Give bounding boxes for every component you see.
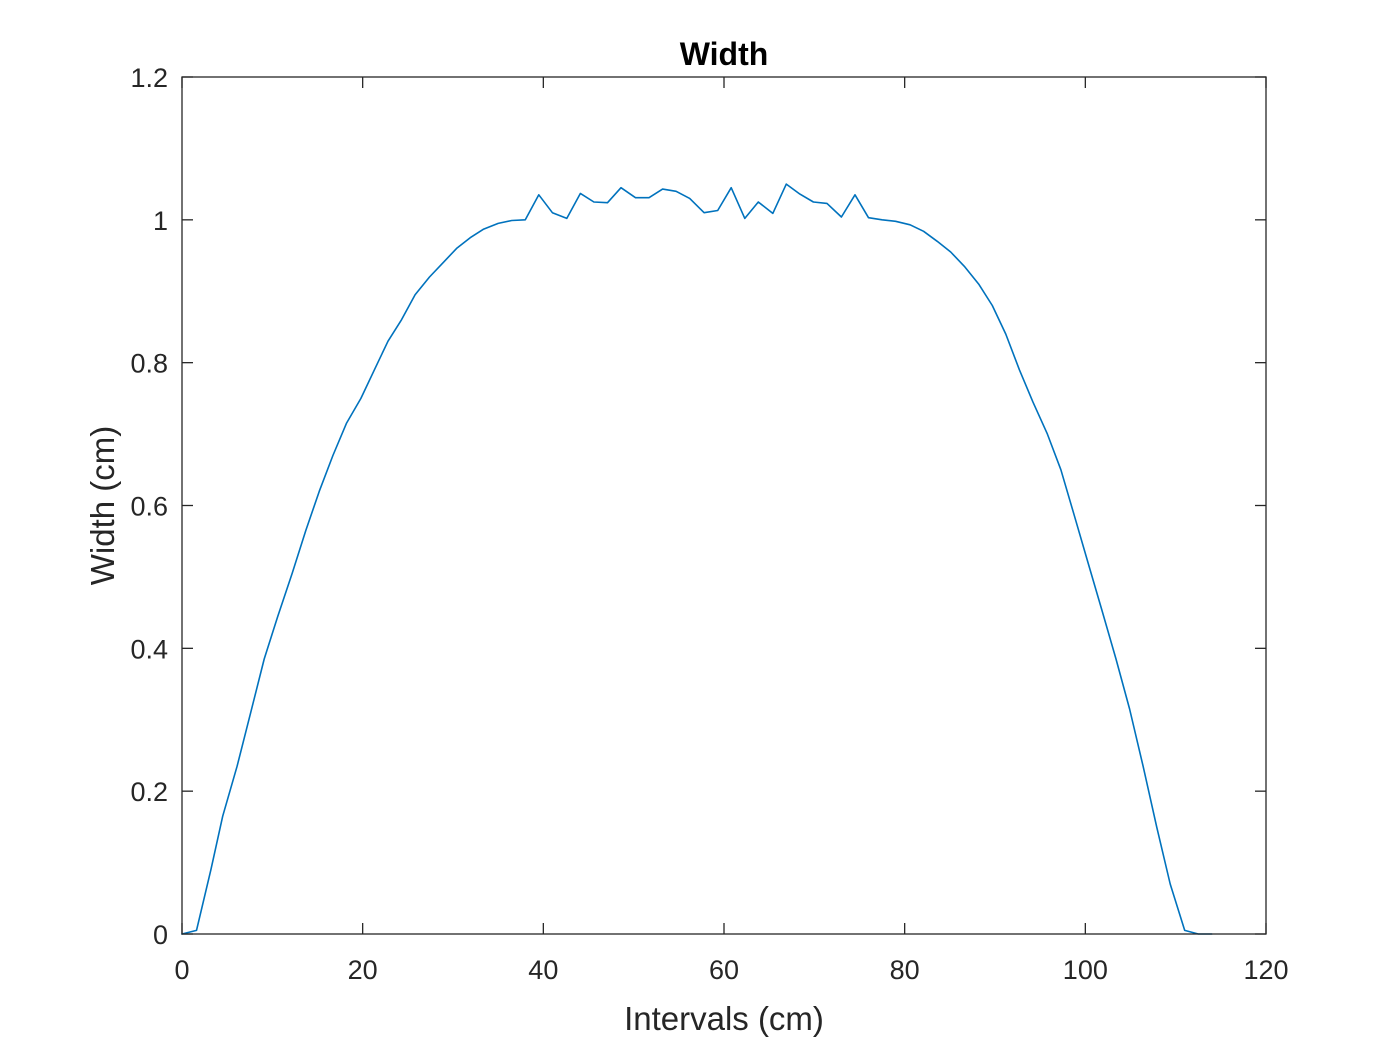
plot-area bbox=[182, 77, 1266, 934]
x-tick-label: 0 bbox=[174, 955, 189, 985]
series-line-0 bbox=[181, 183, 1213, 935]
x-axis-label: Intervals (cm) bbox=[624, 1000, 824, 1037]
y-tick-label: 0.6 bbox=[130, 492, 168, 522]
x-tick-label: 120 bbox=[1243, 955, 1288, 985]
tick-labels: 0 20 40 60 80 100 120 0 0.2 0.4 0.6 0.8 1 1.2 bbox=[130, 63, 1288, 985]
chart-title: Width bbox=[680, 36, 769, 72]
x-tick-label: 80 bbox=[890, 955, 920, 985]
y-tick-label: 0 bbox=[153, 920, 168, 950]
series-layer bbox=[181, 183, 1213, 935]
x-tick-label: 40 bbox=[528, 955, 558, 985]
x-tick-label: 100 bbox=[1063, 955, 1108, 985]
y-axis-label: Width (cm) bbox=[84, 426, 121, 586]
y-tick-label: 1 bbox=[153, 206, 168, 236]
x-tick-label: 60 bbox=[709, 955, 739, 985]
y-tick-label: 1.2 bbox=[130, 63, 168, 93]
y-tick-label: 0.8 bbox=[130, 349, 168, 379]
y-tick-label: 0.2 bbox=[130, 777, 168, 807]
x-tick-label: 20 bbox=[348, 955, 378, 985]
axes-box bbox=[181, 76, 1267, 935]
y-tick-label: 0.4 bbox=[130, 634, 168, 664]
